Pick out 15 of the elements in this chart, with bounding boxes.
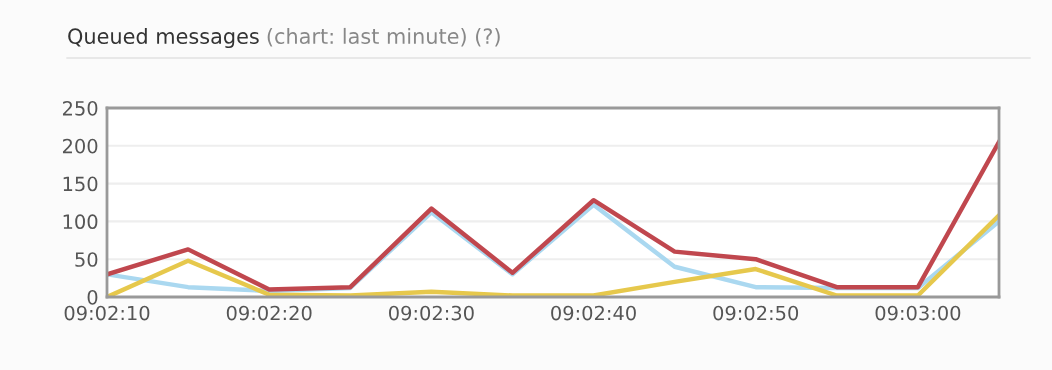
chart-subtitle: (chart: last minute) (?) xyxy=(267,27,500,47)
x-tick-label: 09:03:00 xyxy=(875,305,961,321)
y-tick-label: 150 xyxy=(63,176,98,192)
x-tick-label: 09:02:20 xyxy=(226,305,312,321)
y-tick-label: 50 xyxy=(75,252,98,267)
line-series xyxy=(107,139,999,292)
x-tick-label: 09:02:50 xyxy=(713,305,799,321)
x-tick-label: 09:02:10 xyxy=(64,305,150,321)
y-tick-label: 0 xyxy=(87,289,98,305)
y-tick-label: 250 xyxy=(62,100,98,116)
y-tick-label: 200 xyxy=(62,138,98,154)
x-tick-label: 09:02:30 xyxy=(389,305,474,321)
chart-title: Queued messages xyxy=(68,27,259,49)
x-tick-label: 09:02:40 xyxy=(551,305,636,321)
y-tick-label: 100 xyxy=(63,214,98,230)
